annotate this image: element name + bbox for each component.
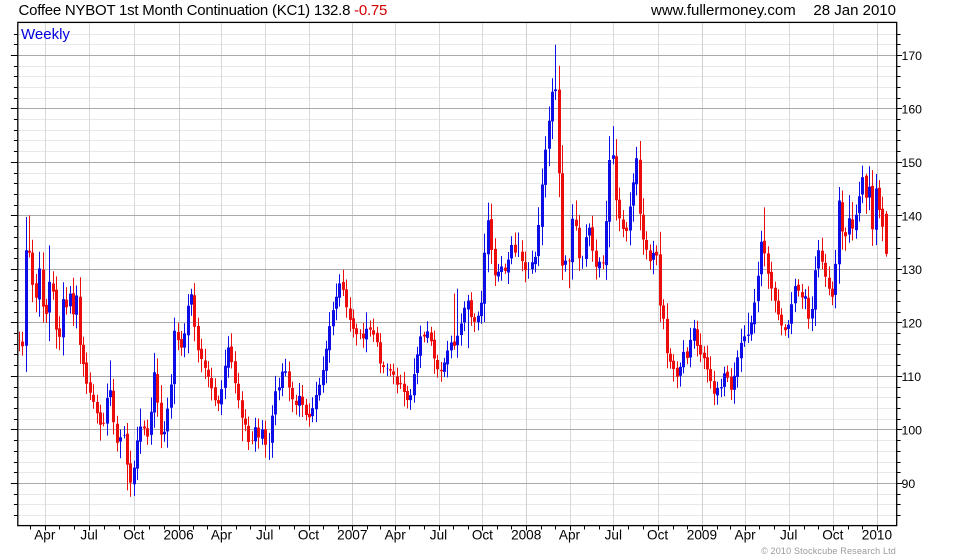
svg-text:2007: 2007 (337, 527, 367, 542)
svg-text:Oct: Oct (472, 527, 493, 542)
svg-text:170: 170 (902, 49, 923, 63)
svg-text:2009: 2009 (687, 527, 717, 542)
svg-text:Apr: Apr (385, 527, 407, 542)
svg-text:Coffee NYBOT 1st Month Continu: Coffee NYBOT 1st Month Continuation (KC1… (19, 2, 388, 19)
svg-text:28 Jan 2010: 28 Jan 2010 (813, 2, 896, 19)
svg-text:Oct: Oct (647, 527, 668, 542)
svg-text:100: 100 (902, 424, 923, 438)
svg-text:140: 140 (902, 210, 923, 224)
svg-text:120: 120 (902, 317, 923, 331)
svg-text:Jul: Jul (80, 527, 97, 542)
svg-text:© 2010 Stockcube Research Ltd: © 2010 Stockcube Research Ltd (761, 546, 896, 556)
svg-text:Jul: Jul (780, 527, 797, 542)
svg-text:130: 130 (902, 263, 923, 277)
svg-text:Apr: Apr (34, 527, 56, 542)
svg-text:Oct: Oct (123, 527, 144, 542)
svg-text:Jul: Jul (256, 527, 273, 542)
svg-text:Oct: Oct (298, 527, 319, 542)
svg-text:Jul: Jul (430, 527, 447, 542)
svg-text:Jul: Jul (605, 527, 622, 542)
svg-text:Weekly: Weekly (21, 26, 70, 43)
svg-text:Apr: Apr (211, 527, 233, 542)
svg-text:Oct: Oct (822, 527, 843, 542)
svg-text:2008: 2008 (511, 527, 541, 542)
svg-text:2010: 2010 (862, 527, 893, 542)
svg-text:90: 90 (902, 477, 916, 491)
svg-text:Apr: Apr (559, 527, 581, 542)
svg-text:160: 160 (902, 103, 923, 117)
svg-text:150: 150 (902, 156, 923, 170)
svg-text:2006: 2006 (163, 527, 193, 542)
svg-text:Apr: Apr (735, 527, 757, 542)
svg-text:www.fullermoney.com: www.fullermoney.com (650, 2, 796, 19)
svg-text:110: 110 (902, 370, 922, 384)
